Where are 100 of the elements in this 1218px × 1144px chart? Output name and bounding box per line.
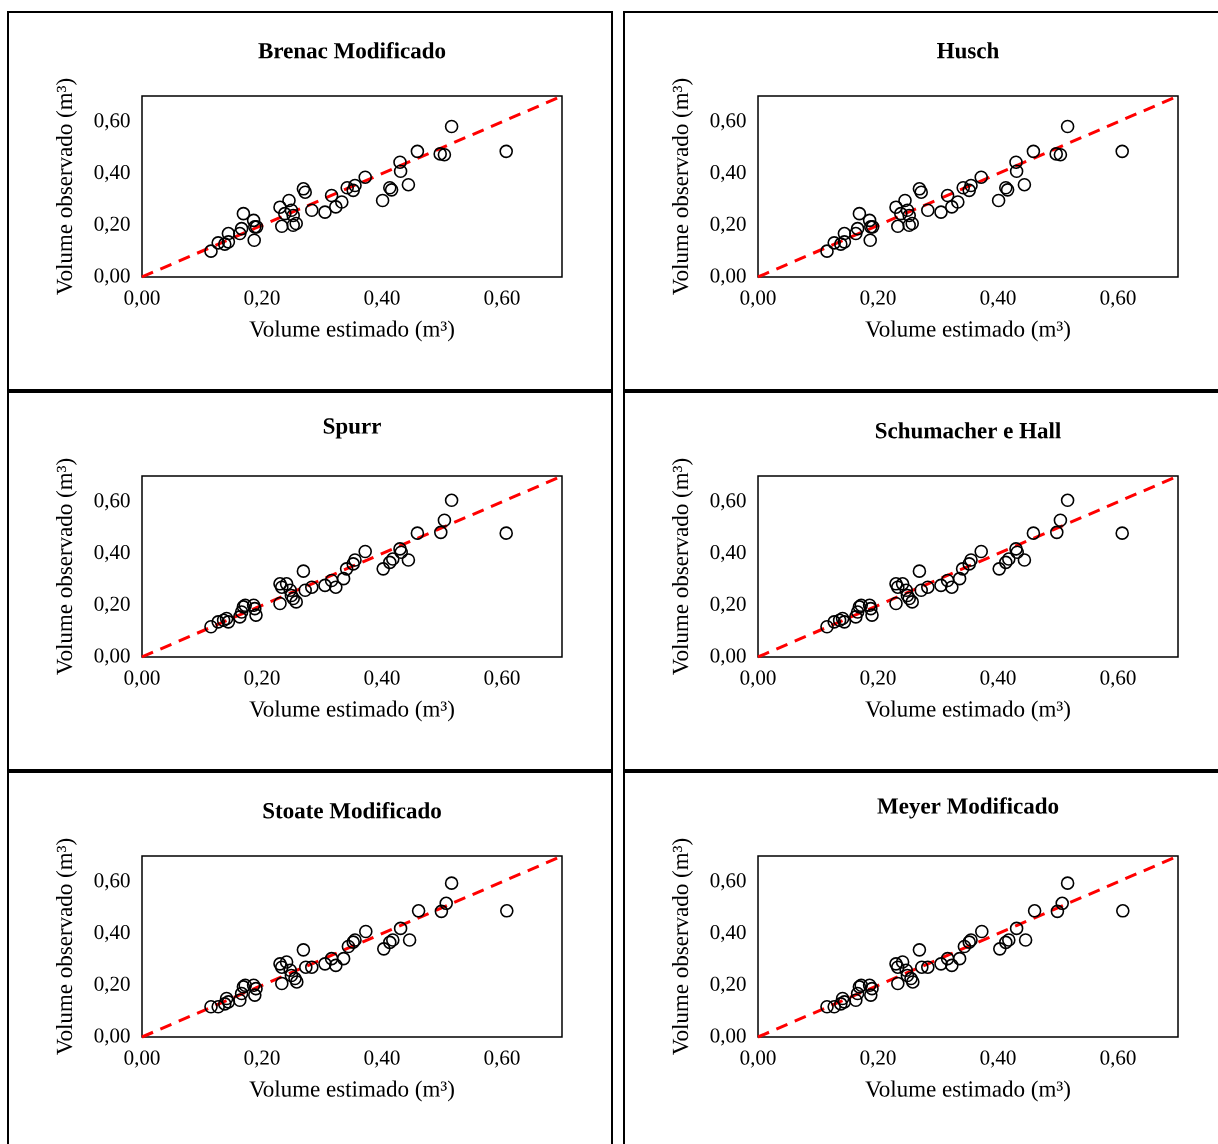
y-tick-label: 0,40 (710, 164, 746, 183)
point (940, 188, 955, 203)
y-tick-label: 0,40 (94, 164, 130, 183)
point (820, 619, 834, 634)
chart-title: Stoate Modificado (263, 802, 441, 819)
y-axis-title: Volume observado (m³) (672, 838, 693, 1055)
y-tick-label: 0,00 (710, 1028, 746, 1046)
point (233, 993, 247, 1008)
point (499, 144, 513, 159)
point (335, 195, 349, 209)
point (358, 544, 372, 559)
point (1010, 545, 1025, 560)
point (899, 963, 914, 978)
point (889, 596, 903, 611)
point (204, 619, 218, 634)
point (375, 193, 390, 208)
x-tick-label: 0,40 (364, 670, 400, 688)
point (898, 193, 912, 208)
point (827, 615, 842, 629)
x-tick-label: 0,00 (124, 290, 160, 308)
point (1053, 513, 1068, 528)
point (952, 951, 967, 966)
point (850, 986, 865, 1001)
point (889, 200, 903, 214)
point (962, 557, 977, 571)
point (318, 957, 332, 971)
point (444, 493, 459, 508)
point (433, 147, 447, 161)
point (236, 206, 251, 221)
point (1009, 542, 1023, 556)
point (336, 951, 351, 966)
point (921, 580, 935, 594)
point (233, 226, 247, 241)
y-tick-label: 0,60 (94, 493, 130, 511)
point (444, 876, 459, 890)
point (1017, 177, 1032, 192)
y-tick-label: 0,60 (94, 113, 130, 131)
point (900, 203, 915, 218)
point (1002, 552, 1016, 566)
point (975, 924, 989, 939)
point (915, 960, 929, 974)
x-tick-label: 0,60 (484, 670, 520, 688)
point (1115, 144, 1130, 159)
point (346, 557, 360, 571)
point (282, 193, 296, 208)
x-axis-title: Volume estimado (m³) (249, 700, 454, 722)
point (945, 958, 959, 973)
point (410, 144, 425, 159)
point (934, 578, 948, 593)
point (234, 605, 249, 619)
point (288, 971, 302, 986)
y-tick-label: 0,20 (710, 216, 746, 234)
point (283, 583, 297, 598)
point (955, 562, 970, 576)
point (820, 999, 834, 1014)
point (340, 180, 354, 195)
point (376, 562, 390, 576)
x-tick-label: 0,20 (244, 290, 280, 308)
point (940, 951, 955, 966)
point (1053, 147, 1068, 162)
point (1009, 155, 1023, 169)
y-axis-title: Volume observado (m³) (55, 458, 77, 675)
x-tick-label: 0,00 (740, 290, 776, 308)
y-tick-label: 0,00 (94, 1028, 130, 1046)
point (358, 170, 372, 184)
y-tick-label: 0,40 (710, 544, 746, 563)
point (437, 147, 452, 162)
point (1018, 933, 1033, 947)
point (275, 219, 289, 234)
point (273, 596, 287, 611)
point (921, 960, 935, 974)
point (837, 226, 852, 241)
point (275, 976, 289, 991)
point (393, 542, 407, 556)
point (437, 513, 452, 528)
chart-title: Meyer Modificado (877, 797, 1059, 819)
point (974, 170, 989, 184)
point (837, 235, 852, 249)
point (962, 183, 977, 198)
y-tick-label: 0,60 (94, 873, 130, 891)
point (221, 615, 236, 629)
point (298, 583, 312, 598)
point (1026, 526, 1041, 540)
x-tick-label: 0,00 (740, 1050, 776, 1068)
y-tick-label: 0,60 (710, 873, 746, 891)
point (219, 991, 234, 1006)
y-tick-label: 0,20 (94, 596, 130, 614)
point (248, 988, 262, 1002)
point (914, 583, 929, 598)
point (1060, 119, 1075, 134)
point (234, 986, 249, 1001)
x-tick-label: 0,00 (124, 670, 160, 688)
point (891, 219, 905, 234)
point (359, 924, 373, 939)
point (952, 571, 967, 586)
point (834, 997, 848, 1011)
point (1017, 553, 1032, 567)
point (324, 188, 339, 203)
x-tick-label: 0,40 (364, 1050, 400, 1068)
point (439, 896, 453, 911)
